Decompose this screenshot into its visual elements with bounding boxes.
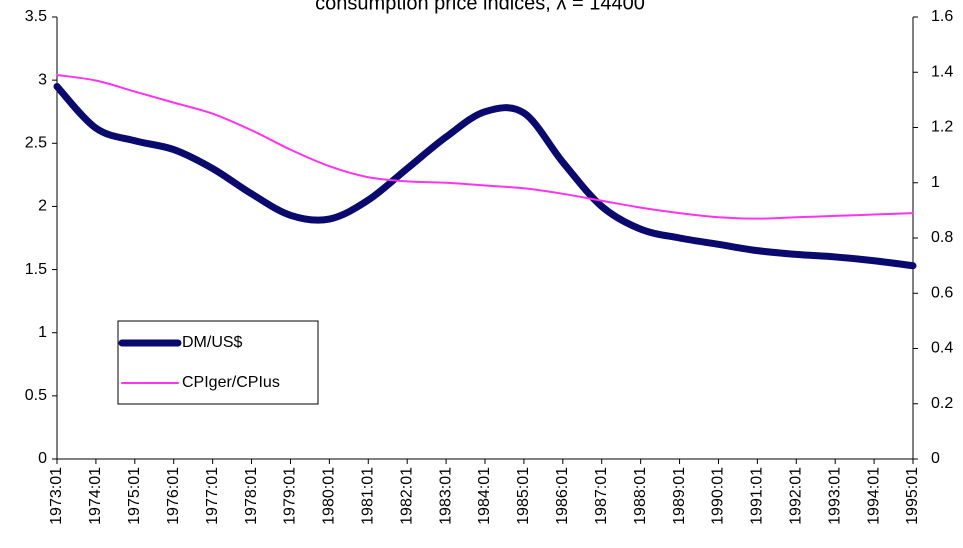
y-tick-label: 1.5 [25, 261, 47, 278]
y2-tick-label: 1.6 [931, 8, 953, 25]
y2-tick-label: 1.2 [931, 119, 953, 136]
series-line [56, 74, 914, 220]
x-tick-label: 1973:01 [48, 467, 65, 525]
x-tick-label: 1978:01 [243, 467, 260, 525]
x-tick-label: 1980:01 [321, 467, 338, 525]
x-tick-label: 1984:01 [476, 467, 493, 525]
x-tick-label: 1981:01 [359, 467, 376, 525]
y2-tick-label: 0.8 [931, 229, 953, 246]
y-tick-label: 2.5 [25, 135, 47, 152]
x-tick-label: 1993:01 [826, 467, 843, 525]
y2-tick-label: 1 [931, 174, 940, 191]
x-tick-label: 1983:01 [437, 467, 454, 525]
x-tick-label: 1977:01 [204, 467, 221, 525]
y-tick-label: 1 [38, 324, 47, 341]
x-tick-label: 1987:01 [593, 467, 610, 525]
y2-tick-label: 0.4 [931, 340, 953, 357]
x-tick-label: 1986:01 [554, 467, 571, 525]
x-tick-label: 1979:01 [282, 467, 299, 525]
legend-box [117, 320, 319, 405]
legend-label: DM/US$ [182, 334, 243, 351]
x-tick-label: 1982:01 [398, 467, 415, 525]
y-tick-label: 2 [38, 198, 47, 215]
y-tick-label: 0.5 [25, 387, 47, 404]
x-tick-label: 1976:01 [165, 467, 182, 525]
x-tick-label: 1991:01 [749, 467, 766, 525]
x-tick-label: 1994:01 [865, 467, 882, 525]
x-tick-label: 1988:01 [632, 467, 649, 525]
x-tick-label: 1975:01 [126, 467, 143, 525]
y2-tick-label: 0.2 [931, 395, 953, 412]
x-tick-label: 1995:01 [904, 467, 921, 525]
y-tick-label: 3 [38, 71, 47, 88]
y2-tick-label: 0.6 [931, 284, 953, 301]
chart-title: consumption price indices, λ = 14400 [315, 0, 645, 14]
x-tick-label: 1992:01 [787, 467, 804, 525]
y-tick-label: 0 [38, 450, 47, 467]
legend-label: CPIger/CPIus [182, 374, 280, 391]
y-tick-label: 3.5 [25, 8, 47, 25]
x-tick-label: 1974:01 [87, 467, 104, 525]
x-tick-label: 1990:01 [710, 467, 727, 525]
series-line [53, 82, 917, 270]
y2-tick-label: 0 [931, 450, 940, 467]
y2-tick-label: 1.4 [931, 63, 953, 80]
x-tick-label: 1989:01 [671, 467, 688, 525]
x-tick-label: 1985:01 [515, 467, 532, 525]
